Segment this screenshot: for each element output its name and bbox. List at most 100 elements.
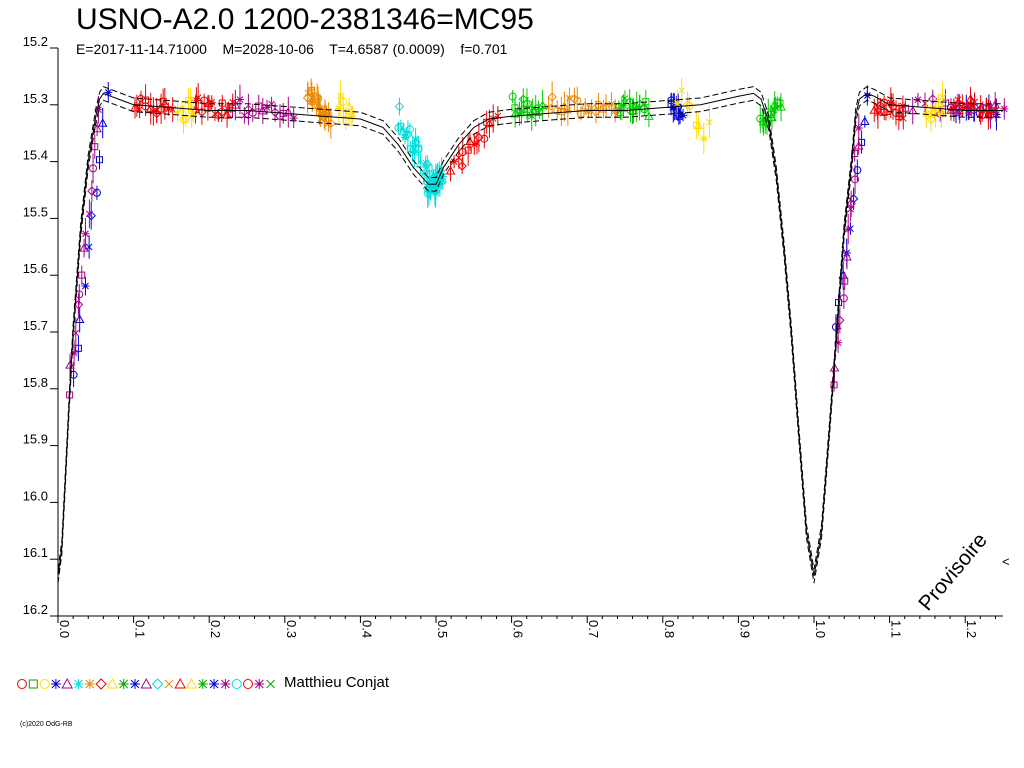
legend-symbol (39, 679, 50, 689)
data-point (854, 123, 863, 132)
y-tick-label: 15.8 (23, 375, 48, 390)
legend-symbol (151, 678, 164, 690)
data-point (834, 338, 843, 347)
data-point (164, 105, 173, 114)
model-curve-line (57, 92, 1003, 577)
data-point (149, 107, 158, 116)
data-point (248, 108, 257, 117)
data-point (92, 123, 102, 133)
data-point (337, 92, 344, 99)
data-point (607, 100, 616, 109)
legend-symbol (95, 678, 107, 690)
data-point (81, 282, 90, 291)
data-point (950, 102, 959, 111)
data-point (829, 363, 840, 372)
data-point (415, 158, 426, 168)
data-point (204, 104, 212, 112)
y-tick-label: 15.2 (23, 34, 48, 49)
data-point (213, 110, 224, 121)
legend-symbol (106, 677, 119, 689)
legend-symbol (50, 679, 61, 689)
data-point (457, 161, 467, 171)
legend-symbol (197, 679, 208, 689)
data-point (415, 144, 423, 152)
legend-symbol (61, 677, 74, 689)
data-point (577, 109, 585, 117)
legend-symbol (254, 679, 265, 689)
data-point (470, 140, 479, 149)
data-point (211, 110, 219, 118)
data-point (847, 205, 855, 213)
data-point (262, 103, 271, 112)
legend-symbol (243, 679, 253, 689)
data-point (901, 104, 909, 112)
data-point (420, 169, 429, 178)
data-point (257, 105, 268, 115)
data-point (437, 176, 447, 187)
data-point (426, 185, 435, 194)
legend-symbol (164, 679, 174, 689)
data-point (104, 88, 113, 97)
legend-symbol (84, 679, 95, 689)
data-point (706, 118, 713, 126)
data-point (289, 114, 298, 123)
data-point (218, 99, 226, 107)
data-point (334, 104, 343, 113)
y-tick-label: 15.3 (23, 91, 48, 106)
data-point (987, 107, 996, 116)
model-curve-line (57, 85, 1003, 570)
x-tick-label: 0.7 (586, 620, 601, 638)
x-tick-label: 0.4 (359, 620, 374, 638)
y-tick-label: 16.0 (23, 488, 48, 503)
data-point (955, 109, 964, 118)
data-point (851, 175, 860, 184)
data-point (679, 111, 688, 120)
data-point (921, 100, 929, 107)
legend-symbol (266, 679, 275, 689)
data-point (458, 148, 467, 157)
legend-symbol (209, 679, 220, 689)
data-point (958, 101, 967, 110)
x-tick-label: 1.2 (964, 620, 979, 638)
data-point (930, 109, 939, 118)
data-point (859, 116, 870, 125)
data-point (484, 118, 495, 128)
data-point (394, 101, 405, 112)
legend-symbol (28, 679, 38, 689)
data-point (74, 344, 82, 352)
data-point (405, 125, 414, 134)
model-curves (57, 85, 1003, 584)
data-point (78, 271, 86, 279)
data-point (880, 108, 888, 116)
data-point (87, 186, 97, 196)
data-point (926, 114, 936, 125)
data-point (410, 148, 419, 157)
x-tick-label: 0.5 (435, 620, 450, 638)
data-point (342, 116, 350, 124)
data-point (326, 118, 336, 129)
y-tick-label: 15.7 (23, 318, 48, 333)
data-point (86, 210, 93, 218)
data-point (401, 133, 410, 142)
data-point (433, 180, 442, 189)
legend-symbol (174, 677, 187, 689)
data-point (270, 107, 280, 117)
y-tick-label: 15.4 (23, 148, 48, 163)
data-point (545, 103, 552, 111)
data-point (74, 314, 85, 324)
legend-symbol (118, 679, 129, 689)
data-points (65, 77, 1009, 405)
data-point (547, 92, 557, 102)
data-point (899, 114, 907, 122)
x-tick-label: 0.6 (511, 620, 526, 638)
data-point (508, 92, 517, 101)
data-point (936, 109, 945, 118)
data-point (983, 104, 991, 112)
data-point (699, 134, 708, 143)
provisoire-annotation: Provisoire (914, 529, 992, 615)
data-point (480, 134, 489, 143)
data-point (224, 105, 233, 114)
legend-symbol (220, 679, 231, 689)
data-point (842, 251, 852, 261)
data-point (283, 107, 294, 116)
